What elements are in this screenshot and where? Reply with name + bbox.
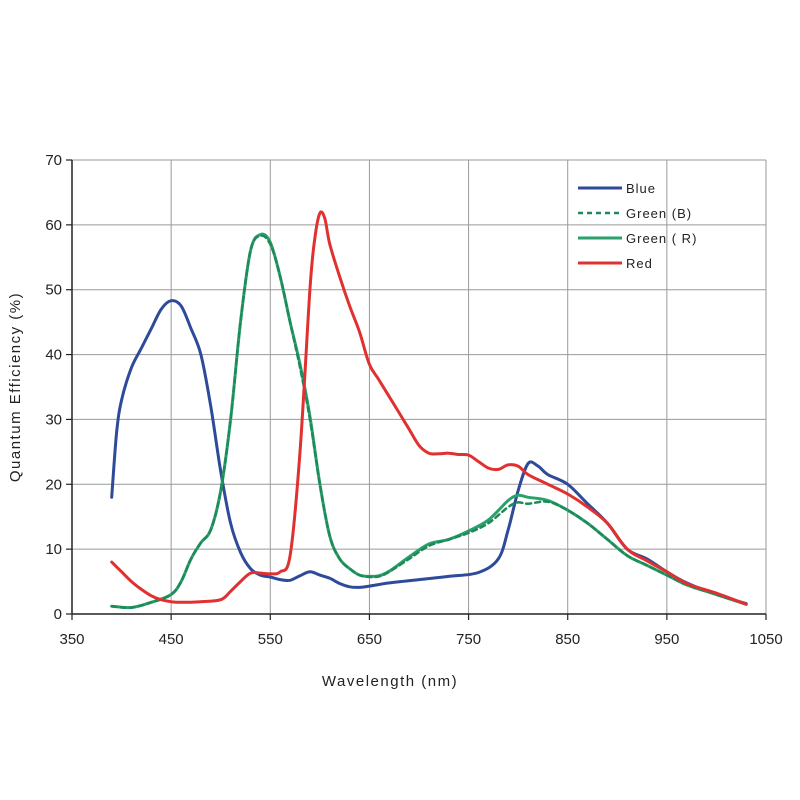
series-line-red (110, 210, 748, 606)
x-tick-label: 350 (59, 631, 84, 648)
series-lines (110, 210, 748, 610)
legend: Blue Green (B) Green ( R) Red (578, 181, 697, 271)
series-line-blue (110, 299, 748, 606)
grid (72, 159, 767, 614)
x-tick-label: 750 (456, 631, 481, 648)
legend-label-green-b: Green (B) (626, 206, 692, 221)
x-axis-label: Wavelength (nm) (322, 673, 458, 690)
x-tick-label: 550 (258, 631, 283, 648)
y-tick-label: 50 (45, 282, 62, 299)
x-tick-label: 650 (357, 631, 382, 648)
y-axis-label: Quantum Efficiency (%) (7, 292, 24, 482)
y-tick-label: 60 (45, 217, 62, 234)
x-tick-label: 1050 (749, 631, 782, 648)
legend-label-green-r: Green ( R) (626, 231, 697, 246)
axes: 350 450 550 650 750 850 950 1050 0 10 20 30 40 50 60 70 (45, 152, 782, 648)
y-tick-label: 70 (45, 152, 62, 169)
y-tick-label: 10 (45, 541, 62, 558)
x-tick-label: 950 (654, 631, 679, 648)
y-tick-label: 0 (54, 606, 62, 623)
y-tick-label: 40 (45, 347, 62, 364)
x-tick-label: 850 (555, 631, 580, 648)
y-tick-label: 20 (45, 476, 62, 493)
legend-label-red: Red (626, 256, 653, 271)
legend-label-blue: Blue (626, 181, 656, 196)
x-tick-label: 450 (159, 631, 184, 648)
series-line-green-b (110, 234, 748, 609)
y-tick-label: 30 (45, 411, 62, 428)
